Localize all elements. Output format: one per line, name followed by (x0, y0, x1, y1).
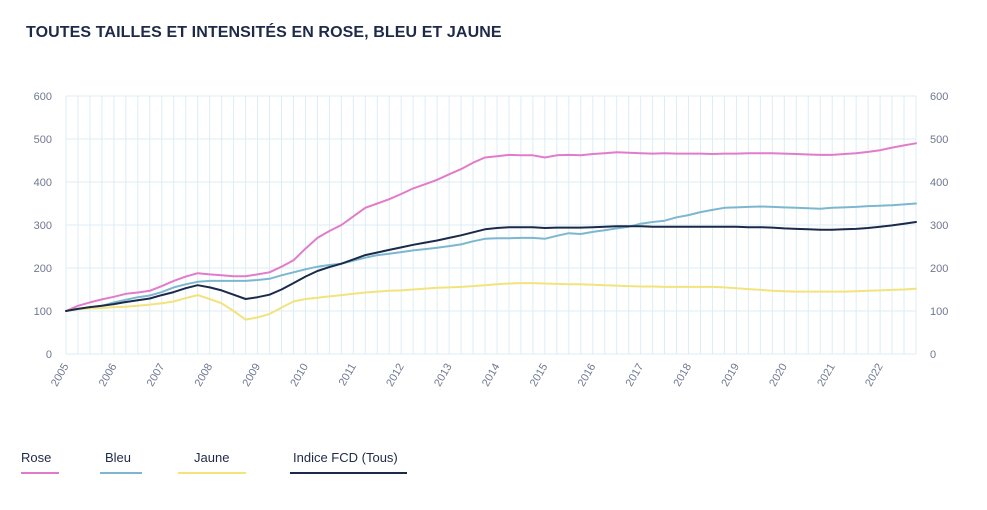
x-tick-label: 2019 (719, 362, 742, 389)
legend: Rose Bleu Jaune Indice FCD (Tous) (0, 450, 987, 490)
legend-label-bleu: Bleu (105, 450, 132, 465)
chart-title: TOUTES TAILLES ET INTENSITÉS EN ROSE, BL… (26, 24, 502, 41)
y-tick-label-right: 100 (930, 306, 948, 318)
y-tick-label-left: 300 (34, 220, 52, 232)
legend-label-jaune: Jaune (194, 450, 230, 465)
x-tick-label: 2011 (337, 362, 359, 388)
x-tick-label: 2021 (815, 362, 838, 389)
x-tick-label: 2009 (241, 362, 264, 389)
x-tick-label: 2010 (288, 362, 311, 389)
y-tick-label-right: 0 (930, 349, 936, 361)
series-line-jaune (65, 282, 917, 321)
series-line-rose (65, 142, 917, 312)
x-tick-label: 2013 (432, 362, 455, 389)
y-tick-label-left: 500 (34, 134, 52, 146)
legend-swatch-rose (21, 472, 59, 474)
y-tick-label-right: 500 (930, 134, 948, 146)
y-tick-label-left: 600 (34, 91, 52, 103)
legend-label-indice: Indice FCD (Tous) (293, 450, 398, 465)
x-tick-label: 2015 (528, 362, 551, 389)
y-tick-label-right: 300 (930, 220, 948, 232)
legend-swatch-jaune (178, 472, 246, 474)
y-tick-label-right: 600 (930, 91, 948, 103)
x-tick-label: 2006 (97, 362, 120, 389)
x-tick-label: 2005 (49, 362, 72, 389)
y-tick-label-left: 0 (46, 349, 52, 361)
y-tick-label-left: 200 (34, 263, 52, 275)
legend-label-rose: Rose (21, 450, 52, 465)
x-tick-label: 2020 (767, 362, 790, 389)
grid-layer (65, 95, 917, 355)
legend-swatch-indice (290, 472, 407, 474)
y-tick-label-left: 100 (34, 306, 52, 318)
x-tick-label: 2007 (145, 362, 168, 389)
x-tick-label: 2016 (576, 362, 599, 389)
legend-item-bleu[interactable]: Bleu (105, 450, 131, 465)
legend-item-indice[interactable]: Indice FCD (Tous) (293, 450, 398, 465)
legend-item-rose[interactable]: Rose (21, 450, 51, 465)
x-tick-label: 2014 (480, 362, 503, 389)
y-tick-label-left: 400 (34, 177, 52, 189)
series-line-bleu (65, 202, 917, 312)
x-tick-label: 2008 (193, 362, 216, 389)
series-layer (65, 142, 917, 321)
series-line-indice-fcd-tous (65, 221, 917, 312)
x-tick-label: 2017 (624, 362, 647, 389)
x-tick-label: 2012 (384, 362, 407, 389)
x-tick-label: 2022 (863, 362, 886, 389)
legend-item-jaune[interactable]: Jaune (194, 450, 229, 465)
y-tick-label-right: 200 (930, 263, 948, 275)
legend-swatch-bleu (100, 472, 142, 474)
y-tick-label-right: 400 (930, 177, 948, 189)
x-tick-label: 2018 (671, 362, 694, 389)
axis-layer: 0 0 100 100 200 200 300 300 400 400 500 500 600 600 20… (34, 91, 949, 389)
